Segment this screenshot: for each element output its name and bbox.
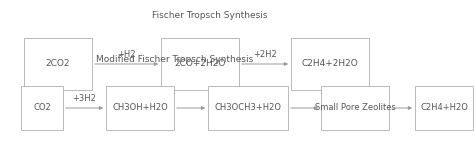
Text: Small Pore Zeolites: Small Pore Zeolites — [315, 103, 395, 112]
Text: Modified Fischer Tropsch Synthesis: Modified Fischer Tropsch Synthesis — [96, 56, 254, 64]
FancyBboxPatch shape — [106, 86, 174, 130]
Text: CH3OCH3+H2O: CH3OCH3+H2O — [215, 103, 282, 112]
FancyBboxPatch shape — [415, 86, 473, 130]
FancyBboxPatch shape — [21, 86, 63, 130]
Text: +H2: +H2 — [117, 50, 136, 59]
FancyBboxPatch shape — [291, 38, 369, 90]
FancyBboxPatch shape — [24, 38, 92, 90]
Text: +3H2: +3H2 — [73, 94, 96, 103]
Text: C2H4+2H2O: C2H4+2H2O — [301, 59, 358, 68]
Text: CH3OH+H2O: CH3OH+H2O — [112, 103, 168, 112]
FancyBboxPatch shape — [321, 86, 389, 130]
Text: 2CO2: 2CO2 — [46, 59, 70, 68]
FancyBboxPatch shape — [208, 86, 288, 130]
Text: +2H2: +2H2 — [253, 50, 277, 59]
Text: CO2: CO2 — [33, 103, 51, 112]
Text: Fischer Tropsch Synthesis: Fischer Tropsch Synthesis — [152, 12, 268, 20]
Text: C2H4+H2O: C2H4+H2O — [420, 103, 468, 112]
FancyBboxPatch shape — [161, 38, 239, 90]
Text: 2CO+2H2O: 2CO+2H2O — [174, 59, 226, 68]
